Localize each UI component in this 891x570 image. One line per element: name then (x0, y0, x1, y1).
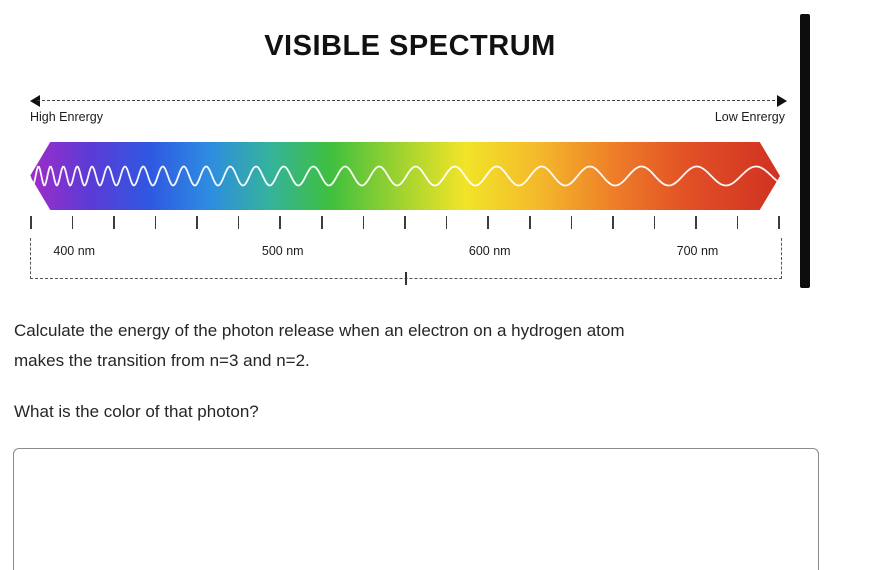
tick-mark (113, 216, 115, 229)
wavelength-label-400: 400 nm (53, 244, 96, 258)
vertical-divider-bar (800, 14, 810, 288)
tick-mark (362, 216, 365, 229)
tick-mark (154, 216, 157, 229)
tick-mark (778, 216, 780, 229)
tick-mark (279, 216, 282, 229)
figure-title: VISIBLE SPECTRUM (264, 30, 556, 62)
dashed-bracket (30, 238, 782, 285)
question-text: Calculate the energy of the photon relea… (14, 316, 814, 376)
answer-input[interactable] (13, 448, 819, 570)
wavelength-label-500: 500 nm (261, 244, 304, 258)
spectrum-bar (30, 142, 780, 210)
tick-mark (30, 216, 32, 229)
tick-mark (487, 216, 489, 229)
tick-mark (528, 216, 531, 229)
tick-mark (237, 216, 240, 229)
arrow-left-icon (30, 95, 40, 107)
tick-mark (570, 216, 573, 229)
tick-mark (612, 216, 614, 229)
tick-row (30, 216, 780, 232)
tick-mark (404, 216, 406, 229)
tick-mark (321, 216, 323, 229)
spectrum-wave (30, 165, 780, 187)
tick-mark (695, 216, 697, 229)
tick-mark (196, 216, 198, 229)
tick-mark (445, 216, 448, 229)
wavelength-label-600: 600 nm (468, 244, 511, 258)
arrow-right-icon (777, 95, 787, 107)
tick-mark (71, 216, 74, 229)
wavelength-label-700: 700 nm (676, 244, 719, 258)
wavelength-labels: 400 nm 500 nm 600 nm 700 nm (30, 244, 780, 260)
tick-mark (653, 216, 656, 229)
dashed-axis-line (37, 100, 780, 101)
center-tick-mark (405, 272, 407, 285)
low-energy-label: Low Enrergy (714, 110, 785, 124)
energy-axis-arrow (30, 94, 787, 108)
tick-mark (736, 216, 739, 229)
question-prompt: What is the color of that photon? (14, 402, 259, 421)
question-line-1: Calculate the energy of the photon relea… (14, 321, 625, 340)
question-line-2: makes the transition from n=3 and n=2. (14, 351, 310, 370)
high-energy-label: High Enrergy (30, 110, 103, 124)
